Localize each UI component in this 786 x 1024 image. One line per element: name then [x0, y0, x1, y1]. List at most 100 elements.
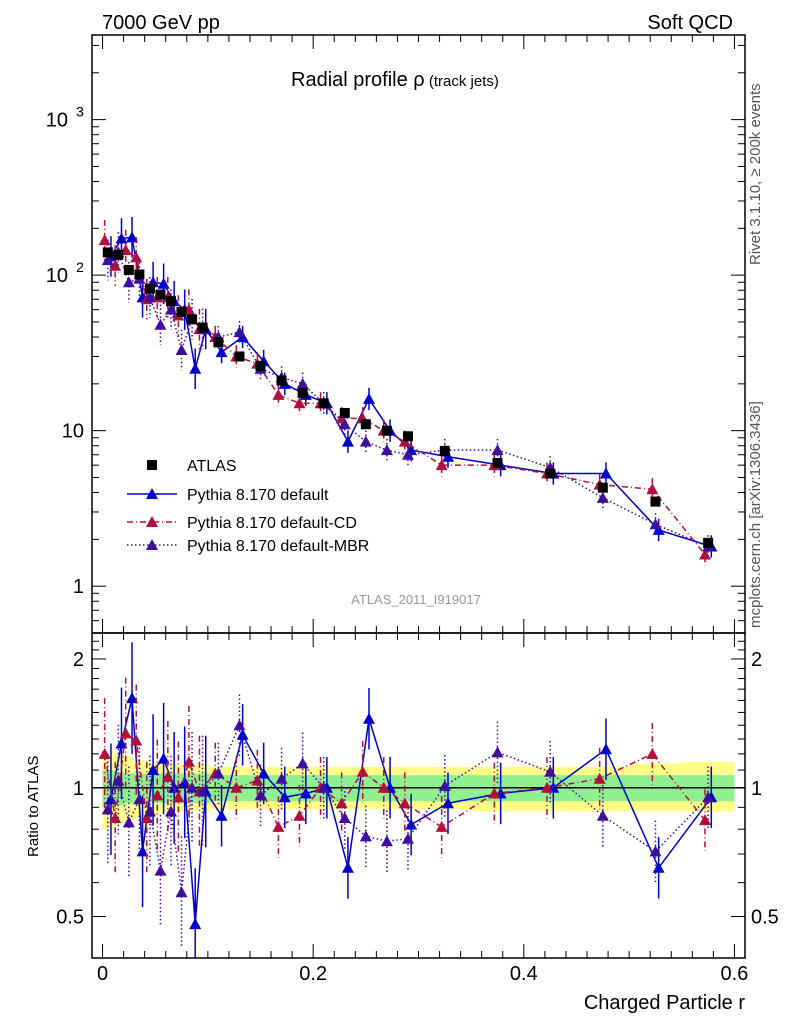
- ratio-series-cd: [98, 677, 711, 874]
- main-point-cd: [293, 397, 306, 409]
- ratio-series-mbr: [101, 694, 715, 948]
- legend-cd-label: Pythia 8.170 default-CD: [187, 515, 357, 532]
- ratio-point-mbr: [122, 816, 135, 828]
- atlas-point: [439, 445, 450, 456]
- main-series-atlas: [102, 247, 714, 548]
- atlas-point: [318, 398, 329, 409]
- header-category-label: Soft QCD: [647, 12, 733, 34]
- ratio-point-cd: [593, 772, 606, 784]
- ratio-point-cd: [272, 820, 285, 832]
- main-series-layer: [98, 217, 718, 566]
- main-point-mbr: [101, 254, 114, 266]
- ratio-point-cd: [161, 770, 174, 782]
- main-point-cd: [272, 388, 285, 400]
- ratio-point-mbr: [275, 772, 288, 784]
- main-point-mbr: [401, 448, 414, 460]
- ratio-point-cd: [151, 789, 164, 801]
- atlas-point: [176, 306, 187, 317]
- ratio-point-default: [599, 743, 612, 755]
- x-tick-label: 0.2: [299, 963, 327, 985]
- atlas-point: [650, 496, 661, 507]
- ratio-point-default: [236, 728, 249, 740]
- x-tick-label: 0.6: [721, 963, 749, 985]
- atlas-point: [297, 387, 308, 398]
- main-point-mbr: [649, 518, 662, 530]
- ratio-point-mbr: [233, 719, 246, 731]
- atlas-point: [545, 468, 556, 479]
- ratio-point-mbr: [401, 832, 414, 844]
- main-y-tick-label: 10: [46, 110, 68, 132]
- main-point-cd: [646, 483, 659, 495]
- ratio-point-cd: [109, 811, 122, 823]
- ratio-point-default: [405, 818, 418, 830]
- ratio-point-mbr: [359, 830, 372, 842]
- atlas-point: [492, 457, 503, 468]
- ratio-y-tick-label: 0.5: [56, 907, 84, 929]
- ratio-point-cd: [698, 814, 711, 826]
- legend-mbr-label: Pythia 8.170 default-MBR: [187, 538, 369, 555]
- ratio-point-cd: [646, 747, 659, 759]
- main-point-default: [126, 231, 139, 243]
- legend-atlas-label: ATLAS: [187, 458, 237, 475]
- ratio-point-default: [299, 787, 312, 799]
- atlas-point: [339, 407, 350, 418]
- main-point-default: [341, 435, 354, 447]
- ratio-point-default: [178, 776, 191, 788]
- ratio-point-default: [215, 809, 228, 821]
- main-series-default: [104, 217, 718, 558]
- atlas-point: [276, 375, 287, 386]
- ratio-point-cd: [293, 809, 306, 821]
- atlas-point: [597, 482, 608, 493]
- main-line-cd: [103, 239, 706, 555]
- main-series-cd: [98, 219, 711, 566]
- ratio-point-mbr: [702, 791, 715, 803]
- ratio-line-mbr: [107, 723, 709, 893]
- ratio-point-mbr: [133, 793, 146, 805]
- main-y-tick-label: 10: [62, 421, 84, 443]
- legend-default-marker: [146, 488, 158, 499]
- ratio-y-tick-label-right: 2: [751, 649, 762, 671]
- main-point-default: [189, 362, 202, 374]
- ratio-y-tick-label: 1: [73, 778, 84, 800]
- main-point-default: [215, 346, 228, 358]
- ratio-point-mbr: [254, 789, 267, 801]
- main-point-mbr: [175, 344, 188, 356]
- main-y-tick-label: 10: [46, 265, 68, 287]
- ratio-point-default: [441, 797, 454, 809]
- ratio-point-default: [157, 752, 170, 764]
- ratio-point-default: [189, 918, 202, 930]
- ratio-point-cd: [230, 781, 243, 793]
- plot-title: Radial profile ρ (track jets): [291, 69, 499, 91]
- ratio-point-mbr: [101, 803, 114, 815]
- ratio-point-cd: [98, 747, 111, 759]
- ratio-point-cd: [435, 820, 448, 832]
- atlas-point: [360, 419, 371, 430]
- ratio-point-mbr: [491, 746, 504, 758]
- ratio-point-mbr: [175, 886, 188, 898]
- ratio-point-mbr: [596, 809, 609, 821]
- ratio-point-default: [104, 793, 117, 805]
- ratio-point-mbr: [649, 845, 662, 857]
- ratio-point-mbr: [164, 805, 177, 817]
- ratio-point-default: [362, 712, 375, 724]
- main-point-mbr: [122, 276, 135, 288]
- ratio-point-cd: [335, 797, 348, 809]
- ratio-point-mbr: [296, 757, 309, 769]
- atlas-point: [197, 322, 208, 333]
- ratio-point-cd: [119, 727, 132, 739]
- ratio-point-cd: [172, 791, 185, 803]
- atlas-point: [255, 361, 266, 372]
- main-y-tick-label: 1: [73, 576, 84, 598]
- legend-atlas-marker: [147, 460, 157, 470]
- atlas-point: [102, 247, 113, 258]
- main-point-cd: [435, 459, 448, 471]
- main-point-mbr: [380, 444, 393, 456]
- legend-cd-marker: [146, 516, 158, 527]
- ratio-line-cd: [103, 732, 706, 828]
- ratio-point-default: [257, 767, 270, 779]
- ratio-point-mbr: [212, 767, 225, 779]
- ratio-point-mbr: [186, 781, 199, 793]
- ratio-point-default: [168, 781, 181, 793]
- atlas-point: [187, 314, 198, 325]
